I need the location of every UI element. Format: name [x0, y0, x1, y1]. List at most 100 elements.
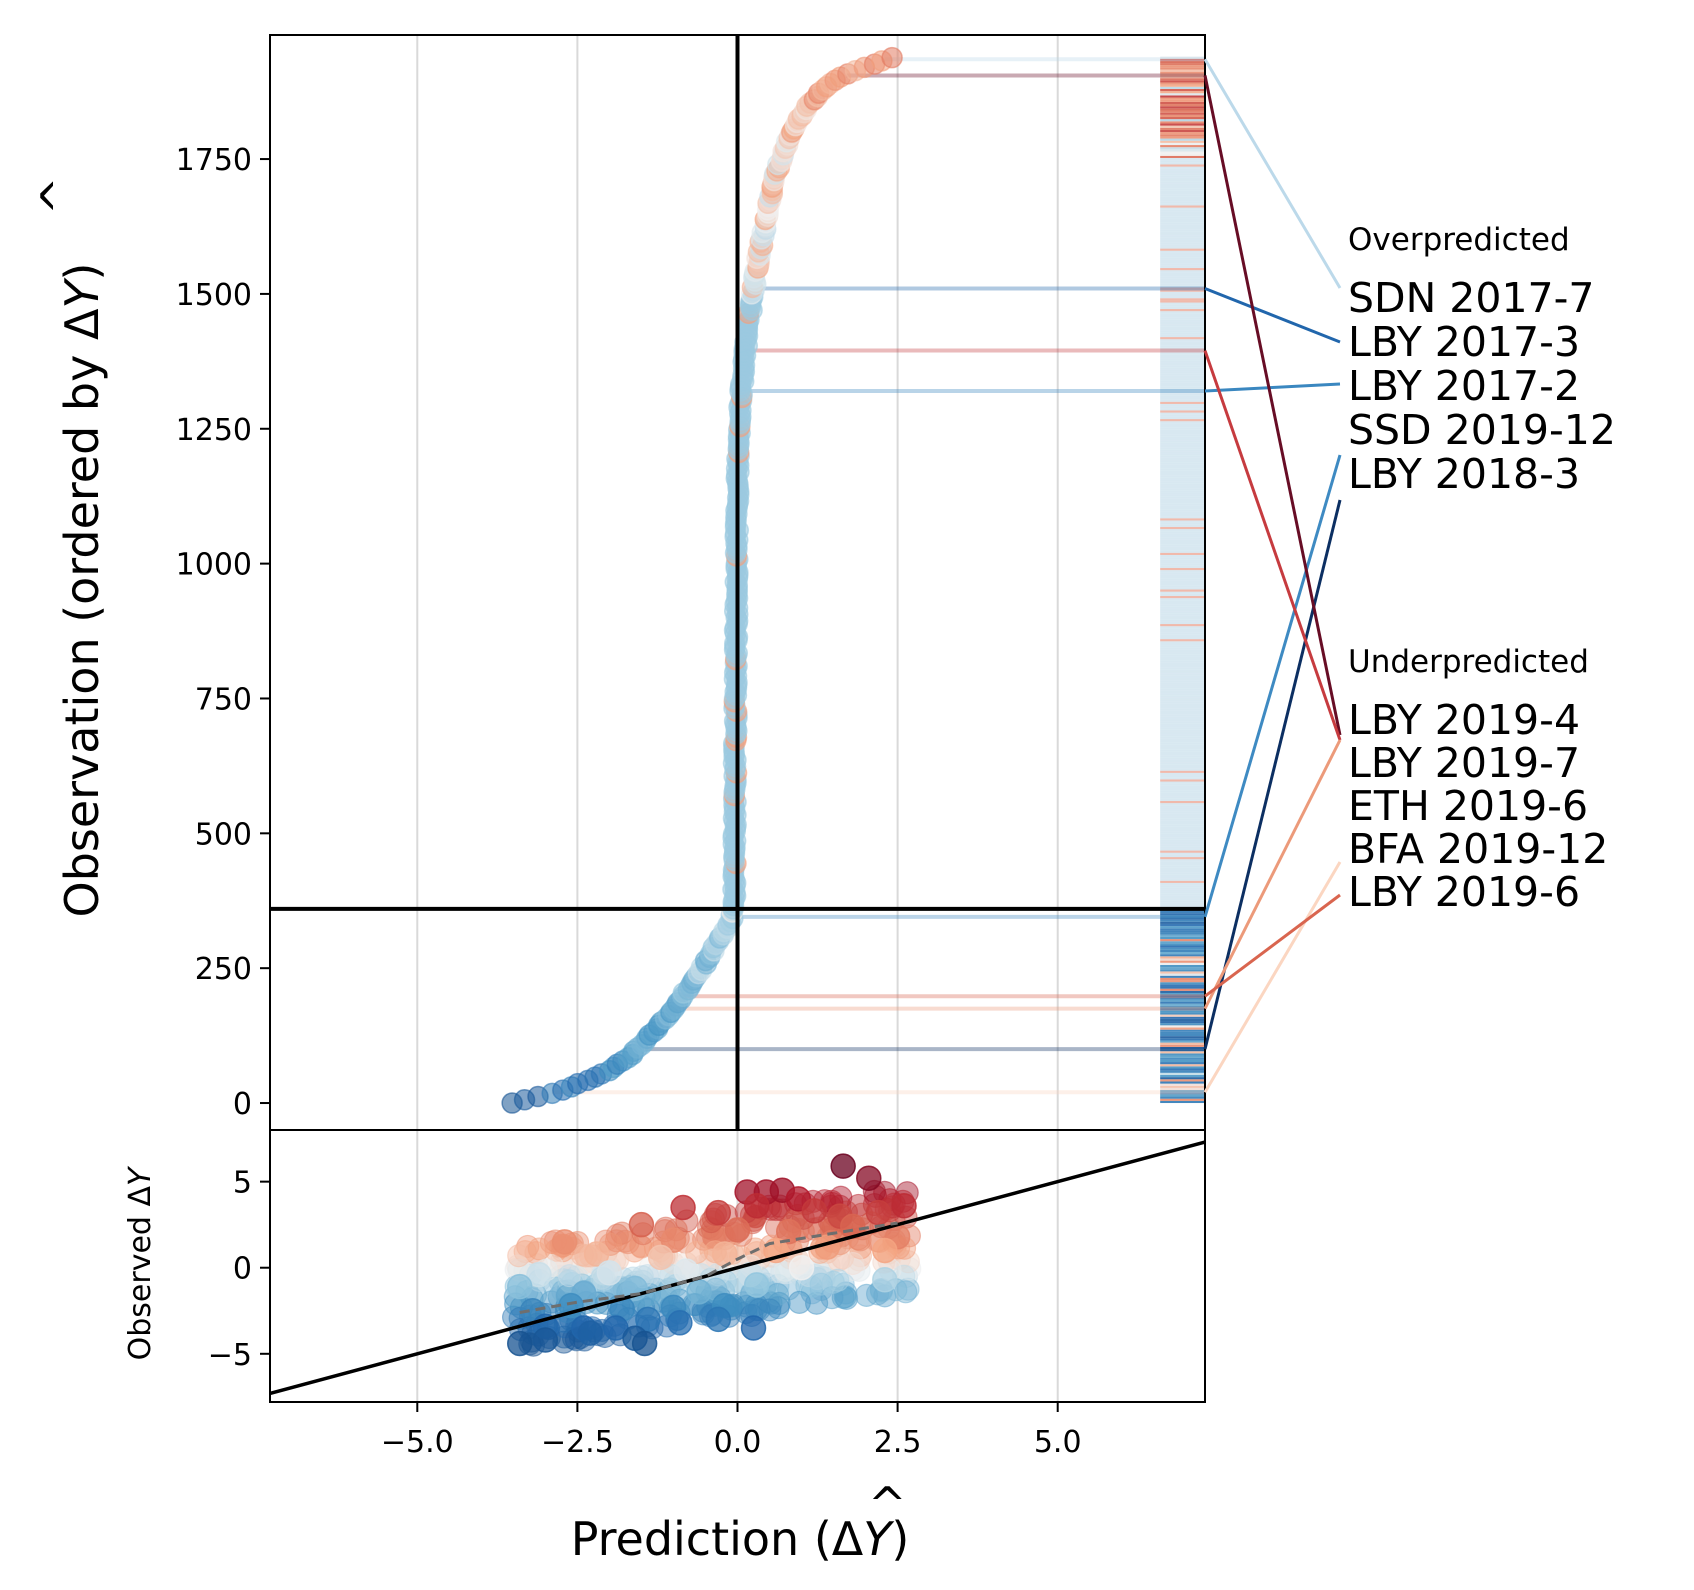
residual-strip-cell — [1160, 337, 1205, 340]
residual-strip-cell — [1160, 179, 1205, 182]
residual-strip-cell — [1160, 268, 1205, 271]
residual-strip-cell — [1160, 969, 1205, 972]
residual-strip-cell — [1160, 397, 1205, 400]
residual-strip-cell — [1160, 60, 1205, 64]
residual-strip-cell — [1160, 977, 1205, 981]
overpredicted-label: SSD 2019-12 — [1348, 406, 1616, 454]
residual-strip-cell — [1160, 1038, 1205, 1041]
overpredicted-header: Overpredicted — [1348, 222, 1570, 258]
residual-strip-cell — [1160, 321, 1205, 325]
observed-point-highlight — [532, 1327, 559, 1353]
residual-strip-cell — [1160, 762, 1205, 765]
residual-strip-cell — [1160, 805, 1205, 808]
residual-strip-cell — [1160, 565, 1205, 568]
residual-strip-cell — [1160, 1081, 1205, 1084]
residual-strip-cell — [1160, 654, 1205, 657]
residual-strip-cell — [1160, 101, 1205, 105]
residual-strip-cell — [1160, 473, 1205, 476]
residual-strip-cell — [1160, 876, 1205, 879]
residual-strip-cell — [1160, 656, 1205, 659]
residual-strip-cell — [1160, 1051, 1205, 1054]
residual-strip-cell — [1160, 97, 1205, 100]
observed-point-highlight — [631, 1330, 658, 1357]
residual-strip-cell — [1160, 114, 1205, 117]
top-y-tick-label: 0 — [233, 1087, 252, 1122]
residual-strip-cell — [1160, 602, 1205, 605]
residual-strip-cell — [1160, 196, 1205, 199]
residual-strip-cell — [1160, 274, 1205, 277]
residual-strip-cell — [1160, 529, 1205, 532]
residual-strip-cell — [1160, 611, 1205, 614]
residual-strip-cell — [1160, 91, 1205, 94]
residual-strip-cell — [1160, 639, 1205, 642]
residual-strip-cell — [1160, 911, 1205, 914]
residual-strip-cell — [1160, 149, 1205, 152]
residual-strip-cell — [1160, 863, 1205, 866]
residual-strip-cell — [1160, 401, 1205, 404]
residual-strip-cell — [1160, 140, 1205, 143]
residual-strip-cell — [1160, 895, 1205, 899]
residual-strip-cell — [1160, 324, 1205, 327]
residual-strip-cell — [1160, 848, 1205, 851]
residual-strip-cell — [1160, 706, 1205, 709]
residual-strip-cell — [1160, 345, 1205, 348]
observed-point — [765, 1282, 790, 1306]
residual-strip-cell — [1160, 785, 1205, 789]
residual-strip-cell — [1160, 695, 1205, 698]
residual-strip-cell — [1160, 280, 1205, 284]
residual-strip-cell — [1160, 753, 1205, 756]
residual-strip-cell — [1160, 330, 1205, 333]
residual-strip-cell — [1160, 272, 1205, 275]
residual-strip-cell — [1160, 382, 1205, 385]
top-ylabel-main: Observation (ordered by — [55, 340, 109, 918]
residual-strip-cell — [1160, 716, 1205, 719]
observed-point-highlight — [872, 1237, 898, 1264]
observed-point-highlight — [865, 1199, 892, 1226]
residual-strip-cell — [1160, 796, 1205, 799]
residual-strip-cell — [1160, 410, 1205, 413]
residual-strip-cell — [1160, 736, 1205, 739]
residual-strip-cell — [1160, 464, 1205, 467]
residual-strip-cell — [1160, 483, 1205, 486]
bottom-y-ticks: −5 0 5 — [208, 1166, 270, 1373]
residual-strip-cell — [1160, 589, 1205, 592]
residual-strip-cell — [1160, 1005, 1205, 1009]
residual-strip-cell — [1160, 1010, 1205, 1013]
residual-strip-cell — [1160, 703, 1205, 707]
residual-strip — [1160, 56, 1205, 1104]
residual-strip-cell — [1160, 468, 1205, 471]
residual-strip-cell — [1160, 880, 1205, 883]
residual-strip-cell — [1160, 699, 1205, 702]
observed-point-highlight — [667, 1310, 693, 1336]
residual-strip-cell — [1160, 71, 1205, 74]
residual-strip-cell — [1160, 792, 1205, 795]
residual-strip-cell — [1160, 429, 1205, 433]
residual-strip-cell — [1160, 572, 1205, 575]
residual-strip-cell — [1160, 425, 1205, 428]
residual-strip-cell — [1160, 852, 1205, 855]
residual-strip-cell — [1160, 891, 1205, 894]
residual-strip-cell — [1160, 304, 1205, 307]
residual-strip-cell — [1160, 242, 1205, 245]
residual-strip-cell — [1160, 177, 1205, 180]
residual-strip-cell — [1160, 95, 1205, 98]
residual-strip-cell — [1160, 708, 1205, 711]
residual-strip-cell — [1160, 214, 1205, 217]
residual-strip-cell — [1160, 408, 1205, 411]
connector-line — [1204, 287, 1341, 344]
residual-strip-cell — [1160, 889, 1205, 892]
residual-strip-cell — [1160, 181, 1205, 184]
residual-strip-cell — [1160, 770, 1205, 773]
residual-strip-cell — [1160, 447, 1205, 450]
residual-strip-cell — [1160, 1036, 1205, 1039]
residual-strip-cell — [1160, 781, 1205, 784]
residual-strip-cell — [1160, 460, 1205, 463]
connector-line — [1203, 350, 1342, 741]
residual-strip-cell — [1160, 885, 1205, 888]
residual-strip-cell — [1160, 315, 1205, 318]
residual-strip-cell — [1160, 138, 1205, 141]
residual-strip-cell — [1160, 414, 1205, 417]
residual-strip-cell — [1160, 669, 1205, 672]
residual-strip-cell — [1160, 960, 1205, 963]
